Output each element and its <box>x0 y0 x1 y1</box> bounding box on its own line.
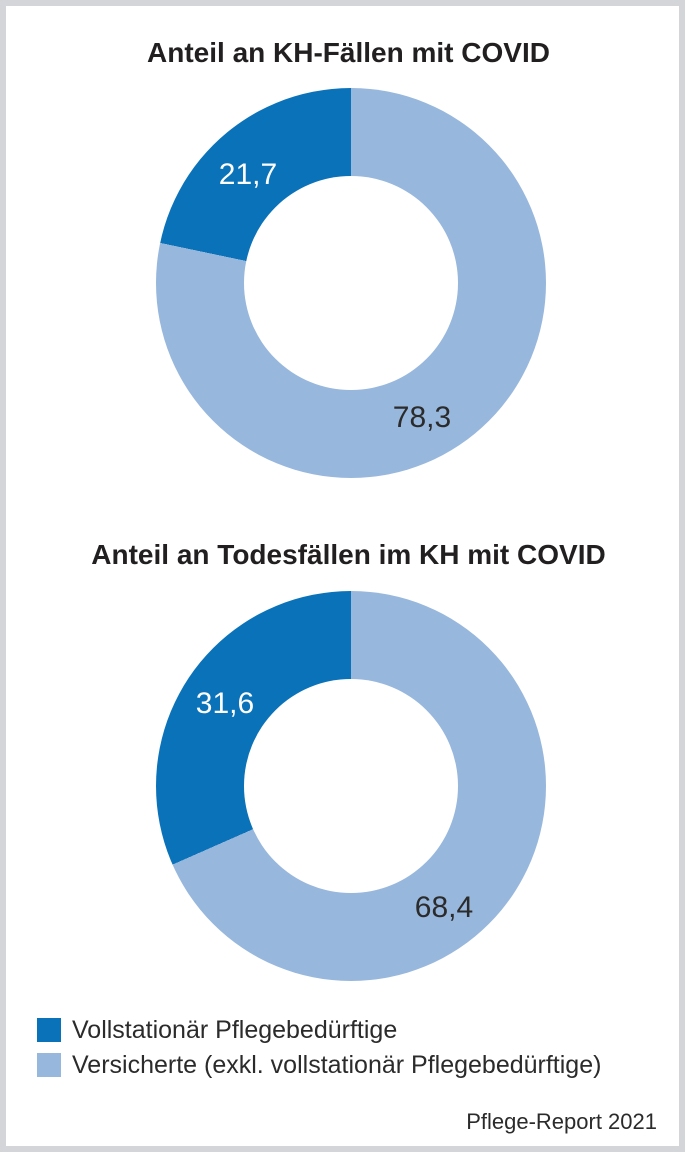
donut-ring <box>156 88 546 478</box>
segment-value-pflegebeduerftige: 31,6 <box>195 687 255 720</box>
legend-label: Versicherte (exkl. vollstationär Pflegeb… <box>72 1051 602 1079</box>
legend: Vollstationär Pflegebedürftige Versicher… <box>37 1017 601 1078</box>
donut-chart-todesfaelle: 31,6 68,4 <box>156 591 546 981</box>
legend-swatch-light-blue <box>37 1053 61 1077</box>
chart-title-todesfaelle: Anteil an Todesfällen im KH mit COVID <box>91 539 606 570</box>
chart-title-kh-faelle: Anteil an KH-Fällen mit COVID <box>147 37 550 68</box>
donut-chart-kh-faelle: 21,7 78,3 <box>156 88 546 478</box>
donut-ring <box>156 591 546 981</box>
legend-swatch-dark-blue <box>37 1018 61 1042</box>
segment-value-versicherte: 68,4 <box>414 891 474 924</box>
legend-item-pflegebeduerftige: Vollstationär Pflegebedürftige <box>37 1017 601 1043</box>
segment-value-pflegebeduerftige: 21,7 <box>218 158 278 191</box>
legend-label: Vollstationär Pflegebedürftige <box>72 1016 398 1044</box>
segment-value-versicherte: 78,3 <box>392 401 452 434</box>
source-caption: Pflege-Report 2021 <box>466 1109 657 1134</box>
legend-item-versicherte: Versicherte (exkl. vollstationär Pflegeb… <box>37 1052 601 1078</box>
